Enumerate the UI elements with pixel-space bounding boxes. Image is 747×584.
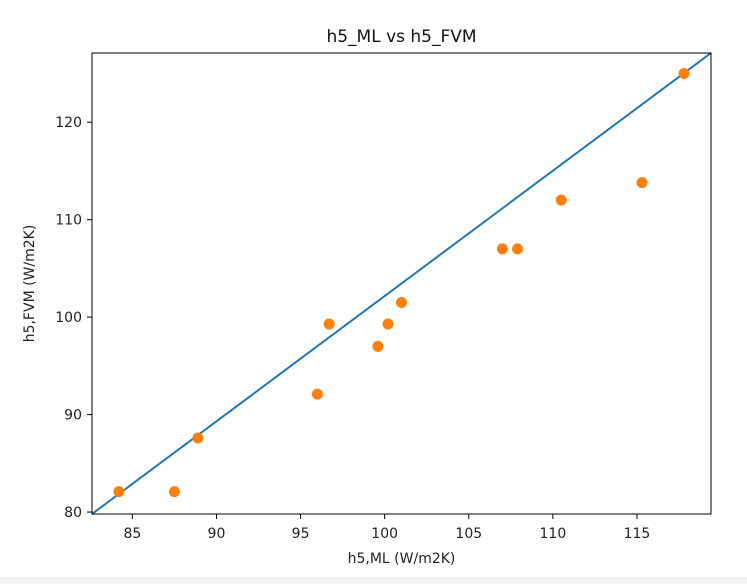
y-tick-label: 120 [55, 115, 82, 131]
x-tick-label: 110 [540, 526, 567, 542]
data-point [678, 67, 690, 79]
plot-frame [91, 52, 712, 515]
reference-line [92, 53, 711, 514]
data-point [496, 243, 508, 255]
y-tick-label: 110 [55, 213, 82, 229]
y-axis-title: h5,FVM (W/m2K) [22, 225, 38, 343]
data-point [168, 486, 180, 498]
data-point [555, 194, 567, 206]
x-tick-label: 105 [455, 526, 482, 542]
x-axis-title: h5,ML (W/m2K) [348, 551, 456, 567]
x-tick-label: 95 [292, 526, 310, 542]
data-point [396, 297, 407, 309]
data-point [382, 318, 394, 330]
plot-area: 85 90 95 100 105 110 115 80 90 100 110 120 [55, 52, 712, 542]
x-tick-label: 100 [371, 526, 398, 542]
y-tick-label: 100 [55, 310, 82, 326]
chart-title: h5_ML vs h5_FVM [326, 27, 476, 47]
data-point [192, 432, 204, 444]
y-tick-label: 80 [64, 505, 82, 521]
x-tick-label: 115 [624, 526, 651, 542]
data-point [323, 318, 335, 330]
data-point [311, 388, 323, 400]
data-point [636, 177, 648, 189]
bottom-strip [0, 577, 747, 584]
data-point [372, 340, 384, 352]
data-point [512, 243, 524, 255]
x-tick-label: 85 [123, 526, 141, 542]
x-tick-label: 90 [208, 526, 226, 542]
data-point [113, 486, 125, 498]
y-tick-label: 90 [64, 408, 82, 424]
